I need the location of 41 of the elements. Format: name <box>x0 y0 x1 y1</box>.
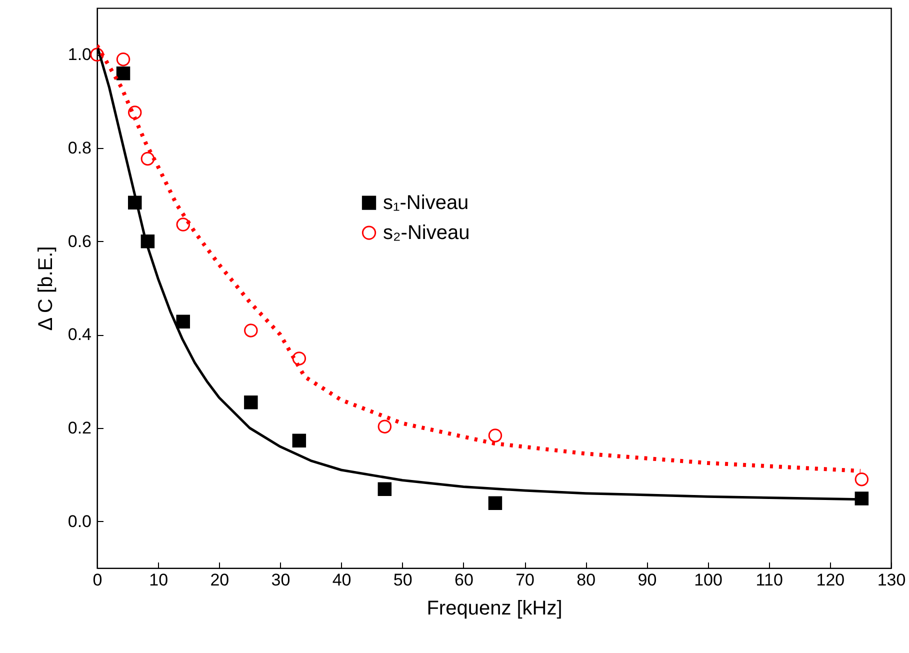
x-tick-label: 80 <box>576 570 596 590</box>
x-tick-label: 110 <box>756 570 783 590</box>
x-tick-label: 50 <box>393 570 412 590</box>
point <box>140 152 155 166</box>
y-tick-label: 0.4 <box>68 325 92 344</box>
x-tick-label: 60 <box>454 570 474 590</box>
point <box>116 52 130 66</box>
x-tick-label: 130 <box>877 570 906 590</box>
y-tick-label: 0.6 <box>68 232 92 251</box>
x-tick-label: 70 <box>516 570 534 590</box>
x-tick-label: 10 <box>149 570 168 590</box>
x-tick-label: 90 <box>638 570 657 590</box>
x-tick-label: 40 <box>332 570 352 590</box>
y-tick-label: 0.0 <box>68 512 92 531</box>
y-tick-label: 0.2 <box>68 418 92 438</box>
point <box>90 48 104 62</box>
point <box>488 496 502 510</box>
x-tick-label: 20 <box>210 570 230 590</box>
point <box>292 434 306 448</box>
y-tick-label: 0.8 <box>68 138 92 158</box>
x-tick-label: 100 <box>694 570 722 590</box>
point <box>244 395 258 410</box>
legend-label: s₂-Niveau <box>383 222 470 244</box>
point <box>854 492 869 506</box>
point <box>292 352 306 366</box>
y-tick-label: 1.0 <box>68 45 92 64</box>
point <box>378 420 392 434</box>
point <box>378 482 392 496</box>
x-tick-label: 120 <box>816 570 845 590</box>
point <box>128 106 142 120</box>
y-axis-title: Δ C [b.E.] <box>34 246 57 331</box>
x-tick-label: 30 <box>271 570 290 590</box>
legend-label: s₁-Niveau <box>383 192 469 214</box>
point <box>116 66 130 80</box>
x-axis-title: Frequenz [kHz] <box>426 598 562 620</box>
point <box>176 314 190 328</box>
x-tick-label: 0 <box>92 570 102 590</box>
point <box>176 218 190 232</box>
point <box>488 428 502 442</box>
point <box>854 472 869 486</box>
point <box>244 324 258 338</box>
